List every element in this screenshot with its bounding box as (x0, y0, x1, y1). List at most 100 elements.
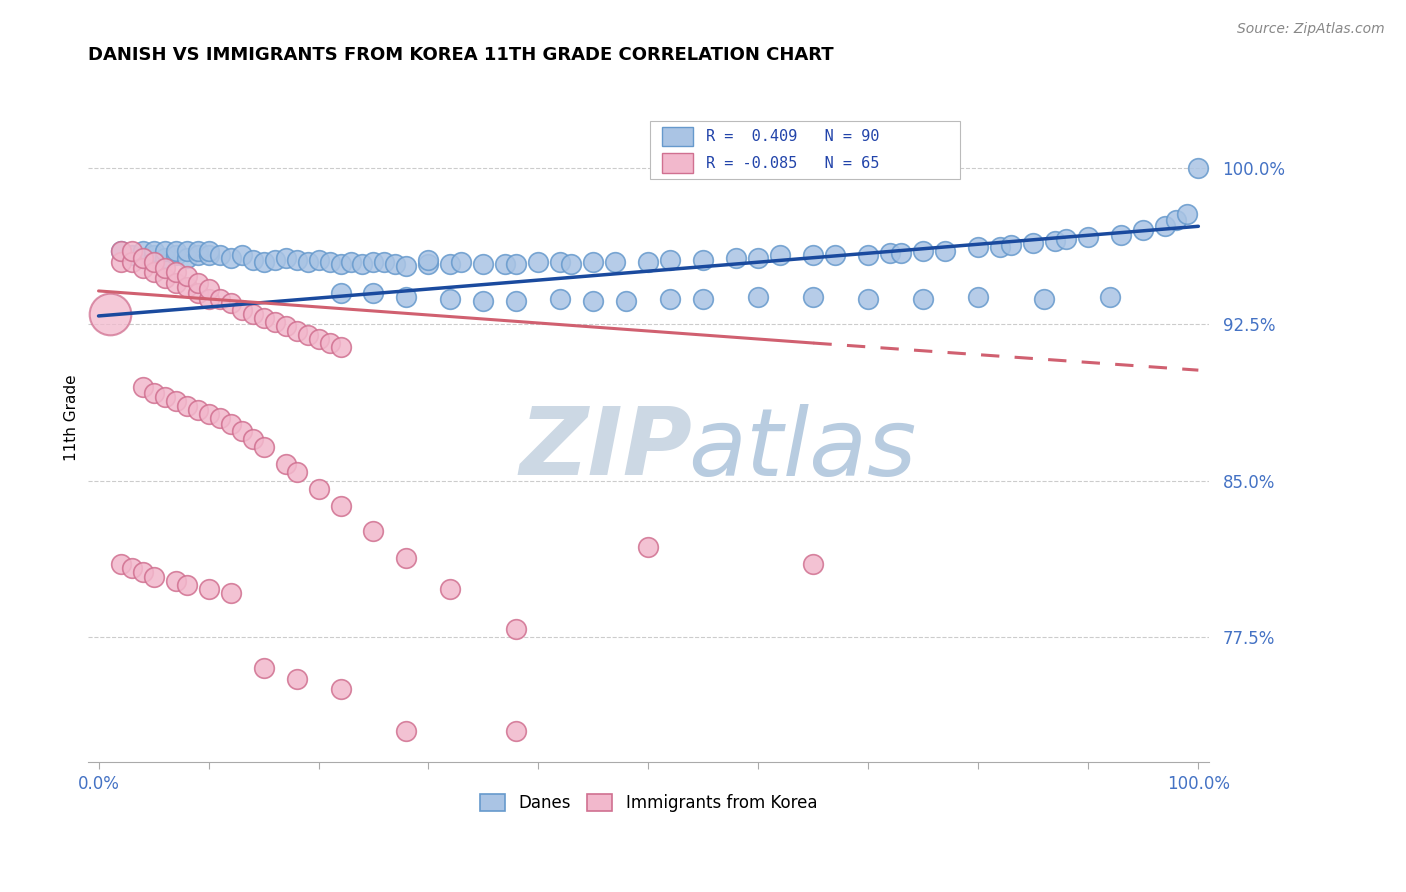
Point (505, 723, 527, 738)
Point (165, 265, 187, 279)
Point (439, 582, 461, 596)
Point (747, 290, 769, 304)
Point (219, 417, 242, 432)
Point (472, 294, 495, 309)
Point (803, 290, 825, 304)
Point (242, 432, 264, 446)
Point (352, 257, 374, 271)
Point (363, 524, 385, 538)
Point (605, 254, 627, 268)
Point (297, 327, 319, 342)
Point (418, 252, 440, 267)
Point (505, 294, 527, 309)
Point (131, 251, 153, 265)
Point (285, 324, 308, 338)
Point (208, 411, 231, 425)
Point (1166, 213, 1188, 227)
Point (131, 244, 153, 259)
Point (692, 252, 714, 267)
Point (725, 251, 748, 265)
Point (967, 290, 990, 304)
Point (98, 307, 121, 321)
Point (550, 254, 572, 268)
Y-axis label: 11th Grade: 11th Grade (65, 375, 79, 461)
Point (197, 582, 219, 596)
Point (252, 440, 274, 454)
Point (142, 254, 165, 268)
Point (1111, 227, 1133, 242)
Point (747, 251, 769, 265)
Point (110, 244, 132, 259)
Point (252, 311, 274, 326)
Point (1099, 290, 1122, 304)
FancyBboxPatch shape (650, 120, 960, 179)
Point (418, 257, 440, 271)
Point (208, 293, 231, 307)
Point (297, 254, 319, 268)
Point (242, 252, 264, 267)
Point (1187, 161, 1209, 175)
Text: R = -0.085   N = 65: R = -0.085 N = 65 (706, 156, 879, 171)
Point (329, 257, 352, 271)
Point (242, 307, 264, 321)
Point (153, 390, 176, 404)
Point (197, 248, 219, 262)
Point (121, 254, 143, 268)
Text: DANISH VS IMMIGRANTS FROM KOREA 11TH GRADE CORRELATION CHART: DANISH VS IMMIGRANTS FROM KOREA 11TH GRA… (87, 46, 834, 64)
Point (153, 271, 176, 285)
Point (1132, 223, 1154, 237)
Point (121, 244, 143, 259)
Point (131, 260, 153, 275)
Point (527, 254, 550, 268)
Point (824, 248, 846, 262)
Point (616, 294, 638, 309)
Point (505, 257, 527, 271)
Point (395, 290, 418, 304)
Point (373, 254, 395, 268)
Point (131, 380, 153, 394)
Point (131, 566, 153, 580)
Point (582, 254, 605, 268)
Point (142, 265, 165, 279)
Point (219, 586, 242, 600)
Point (231, 302, 253, 317)
Point (153, 251, 176, 265)
Point (637, 254, 659, 268)
Point (197, 407, 219, 421)
Point (197, 244, 219, 259)
Point (197, 293, 219, 307)
Point (186, 248, 208, 262)
Point (153, 244, 176, 259)
Bar (662, 127, 693, 146)
Point (274, 251, 297, 265)
Point (912, 244, 935, 259)
Point (495, 257, 517, 271)
Text: ZIP: ZIP (519, 403, 692, 495)
Point (912, 293, 935, 307)
Point (560, 257, 582, 271)
Point (318, 254, 340, 268)
Point (219, 251, 242, 265)
Point (550, 293, 572, 307)
Point (384, 257, 406, 271)
Point (186, 402, 208, 417)
Point (285, 672, 308, 686)
Point (165, 276, 187, 290)
Point (231, 248, 253, 262)
Point (176, 251, 198, 265)
Point (153, 260, 176, 275)
Point (165, 574, 187, 588)
Point (176, 578, 198, 592)
Point (769, 248, 792, 262)
Point (197, 282, 219, 296)
Point (121, 248, 143, 262)
Point (363, 285, 385, 300)
Point (110, 557, 132, 571)
Point (165, 244, 187, 259)
Point (879, 246, 901, 260)
Point (285, 252, 308, 267)
Point (990, 240, 1012, 254)
Point (186, 244, 208, 259)
Point (1054, 232, 1077, 246)
Point (142, 569, 165, 583)
